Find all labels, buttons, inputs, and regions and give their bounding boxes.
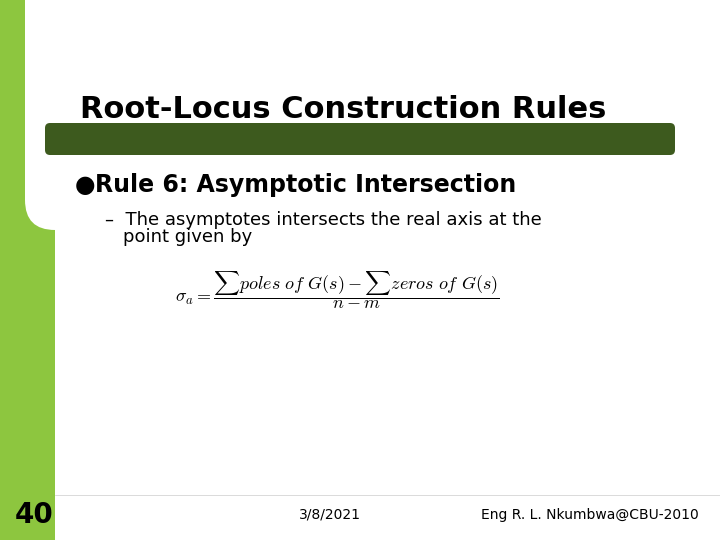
Text: $\sigma_a = \dfrac{\sum \mathit{poles\ of\ G(s)} - \sum \mathit{zeros\ of\ G(s)}: $\sigma_a = \dfrac{\sum \mathit{poles\ o… <box>175 269 500 311</box>
Bar <box>0 0 55 540</box>
Text: Eng R. L. Nkumbwa@CBU-2010: Eng R. L. Nkumbwa@CBU-2010 <box>481 508 699 522</box>
FancyBboxPatch shape <box>45 123 675 155</box>
Text: Root-Locus Construction Rules: Root-Locus Construction Rules <box>80 96 606 125</box>
Text: 40: 40 <box>15 501 54 529</box>
Text: point given by: point given by <box>123 228 252 246</box>
FancyBboxPatch shape <box>25 0 210 230</box>
Text: 3/8/2021: 3/8/2021 <box>299 508 361 522</box>
Bar <box>0 0 150 200</box>
Text: Rule 6: Asymptotic Intersection: Rule 6: Asymptotic Intersection <box>95 173 516 197</box>
Text: –  The asymptotes intersects the real axis at the: – The asymptotes intersects the real axi… <box>105 211 541 229</box>
Text: ●: ● <box>75 173 96 197</box>
